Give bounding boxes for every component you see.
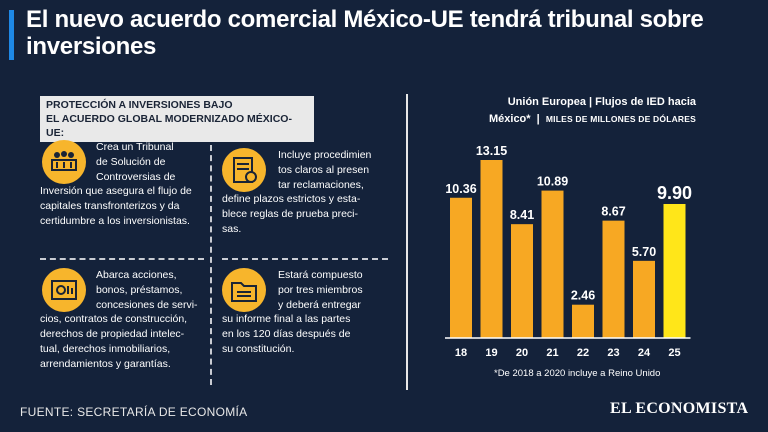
dashed-divider-right — [222, 258, 388, 260]
chart-unit-label: MILES DE MILLONES DE DÓLARES — [545, 114, 696, 124]
bar-22 — [572, 304, 594, 338]
value-label-22: 2.46 — [571, 289, 595, 303]
value-label-24: 5.70 — [632, 245, 656, 259]
item-procedures-text: Incluye procedimien tos claros al presen… — [222, 149, 372, 235]
value-label-23: 8.67 — [601, 205, 625, 219]
value-label-20: 8.41 — [510, 208, 534, 222]
tick-label-18: 18 — [455, 347, 467, 359]
tick-label-21: 21 — [546, 347, 558, 359]
bar-25 — [663, 203, 686, 338]
tick-label-19: 19 — [485, 347, 497, 359]
bar-24 — [633, 260, 655, 338]
folder-icon — [222, 268, 266, 312]
tribunal-icon — [42, 140, 86, 184]
value-label-18: 10.36 — [445, 182, 476, 196]
panel-separator — [406, 94, 408, 390]
page-title: El nuevo acuerdo comercial México-UE ten… — [26, 6, 704, 60]
item-coverage-text: Abarca acciones, bonos, préstamos, conce… — [40, 269, 198, 370]
bar-20 — [511, 224, 533, 338]
bar-18 — [450, 197, 472, 338]
chart-footnote: *De 2018 a 2020 incluye a Reino Unido — [494, 368, 661, 379]
chart-title-country: México* — [488, 113, 531, 125]
bar-21 — [541, 190, 564, 338]
section-heading: PROTECCIÓN A INVERSIONES BAJO EL ACUERDO… — [40, 96, 314, 142]
tick-label-25: 25 — [668, 347, 680, 359]
brand-logo: EL ECONOMISTA — [610, 400, 749, 417]
tick-label-22: 22 — [577, 347, 589, 359]
chart-heading: Unión Europea | Flujos de IED hacia Méxi… — [430, 94, 696, 128]
bar-23 — [602, 220, 625, 338]
tick-label-20: 20 — [516, 347, 528, 359]
document-icon — [222, 148, 266, 192]
investment-icon — [42, 268, 86, 312]
dashed-divider-left — [40, 258, 204, 260]
section-heading-line2: EL ACUERDO GLOBAL MODERNIZADO MÉXICO-UE: — [46, 113, 292, 139]
tick-label-23: 23 — [607, 347, 619, 359]
title-accent-bar — [9, 10, 14, 60]
value-label-21: 10.89 — [537, 175, 568, 189]
source-note: FUENTE: SECRETARÍA DE ECONOMÍA — [20, 405, 248, 419]
tick-label-24: 24 — [638, 347, 651, 359]
dashed-divider-vertical — [210, 145, 212, 385]
chart-title-line2: México* | MILES DE MILLONES DE DÓLARES — [488, 113, 696, 125]
section-heading-line1: PROTECCIÓN A INVERSIONES BAJO — [46, 99, 233, 111]
value-label-25: 9.90 — [657, 183, 692, 203]
item-tribunal-text: Crea un Tribunal de Solución de Controve… — [40, 141, 192, 227]
item-composition-text: Estará compuesto por tres miembros y deb… — [222, 269, 363, 355]
chart-title-line1: Unión Europea | Flujos de IED hacia — [507, 96, 696, 108]
bar-19 — [480, 160, 503, 338]
value-label-19: 13.15 — [476, 144, 507, 158]
